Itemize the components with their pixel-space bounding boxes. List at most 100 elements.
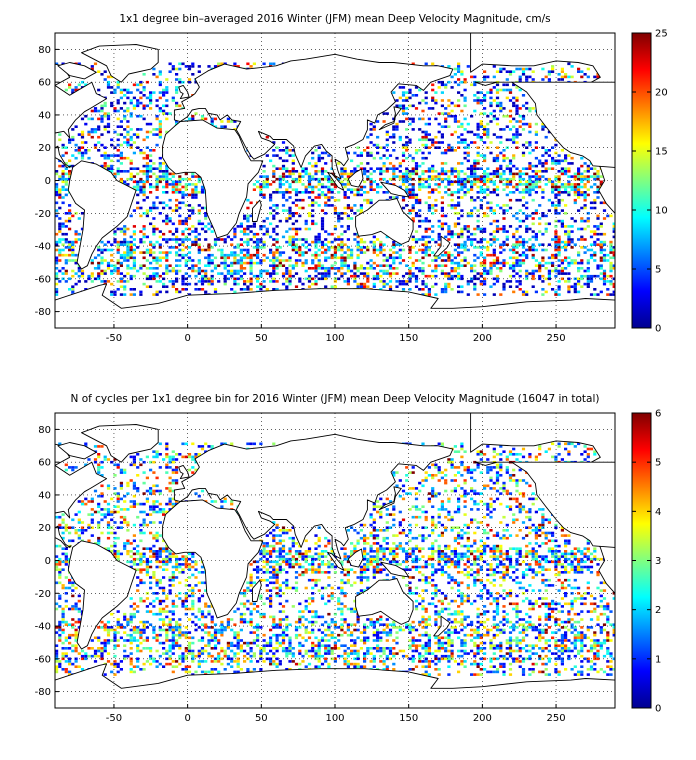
bin-cell bbox=[515, 500, 519, 503]
bin-cell bbox=[457, 204, 461, 207]
bin-cell bbox=[204, 442, 208, 446]
bin-cell bbox=[421, 248, 425, 252]
bin-cell bbox=[298, 253, 302, 257]
bin-cell bbox=[314, 172, 318, 176]
bin-cell bbox=[586, 277, 590, 281]
bin-cell bbox=[424, 251, 428, 254]
bin-cell bbox=[518, 253, 522, 257]
bin-cell bbox=[492, 259, 496, 262]
bin-cell bbox=[158, 466, 162, 469]
bin-cell bbox=[457, 243, 461, 246]
bin-cell bbox=[444, 214, 448, 218]
bin-cell bbox=[431, 238, 435, 241]
bin-cell bbox=[431, 175, 435, 178]
bin-cell bbox=[473, 177, 477, 181]
bin-cell bbox=[376, 277, 380, 281]
bin-cell bbox=[388, 285, 393, 288]
bin-cell bbox=[272, 267, 276, 270]
bin-cell bbox=[142, 251, 146, 254]
bin-cell bbox=[372, 243, 376, 246]
bin-cell bbox=[139, 523, 143, 527]
bin-cell bbox=[466, 191, 470, 194]
bin-cell bbox=[551, 156, 555, 160]
bin-cell bbox=[337, 248, 341, 252]
bin-cell bbox=[139, 531, 143, 535]
bin-cell bbox=[492, 500, 496, 503]
bin-cell bbox=[411, 246, 415, 249]
bin-cell bbox=[281, 531, 286, 535]
bin-cell bbox=[564, 447, 568, 451]
bin-cell bbox=[126, 521, 130, 524]
bin-cell bbox=[272, 214, 276, 218]
bin-cell bbox=[473, 277, 477, 281]
bin-cell bbox=[197, 209, 201, 212]
bin-cell bbox=[359, 246, 363, 249]
bin-cell bbox=[314, 534, 318, 537]
bin-cell bbox=[444, 481, 448, 485]
bin-cell bbox=[220, 238, 224, 241]
bin-cell bbox=[145, 122, 149, 126]
bin-cell bbox=[155, 505, 159, 508]
bin-cell bbox=[450, 170, 454, 173]
bin-cell bbox=[106, 122, 111, 126]
bin-cell bbox=[165, 130, 169, 134]
bin-cell bbox=[61, 232, 65, 236]
bin-cell bbox=[544, 149, 548, 152]
bin-cell bbox=[479, 99, 483, 102]
bin-cell bbox=[457, 505, 461, 508]
bin-cell bbox=[447, 285, 451, 288]
bin-cell bbox=[311, 198, 315, 202]
bin-cell bbox=[58, 280, 62, 283]
bin-cell bbox=[512, 518, 516, 522]
bin-cell bbox=[126, 259, 130, 262]
bin-cell bbox=[505, 492, 509, 495]
bin-cell bbox=[567, 272, 571, 275]
bin-cell bbox=[411, 167, 415, 170]
bin-cell bbox=[152, 167, 156, 170]
bin-cell bbox=[567, 235, 571, 239]
bin-cell bbox=[560, 172, 564, 176]
bin-cell bbox=[346, 180, 350, 184]
bin-cell bbox=[119, 487, 123, 490]
bin-cell bbox=[333, 206, 337, 210]
bin-cell bbox=[204, 256, 208, 260]
bin-cell bbox=[606, 293, 610, 296]
bin-cell bbox=[194, 183, 198, 186]
bin-cell bbox=[87, 500, 91, 503]
bin-cell bbox=[294, 212, 299, 215]
bin-cell bbox=[557, 246, 561, 249]
bin-cell bbox=[502, 159, 506, 163]
bin-cell bbox=[492, 86, 496, 89]
bin-cell bbox=[132, 523, 136, 527]
bin-cell bbox=[395, 128, 399, 131]
bin-cell bbox=[486, 133, 490, 136]
bin-cell bbox=[168, 280, 172, 283]
bin-cell bbox=[593, 225, 597, 228]
bin-cell bbox=[294, 232, 299, 236]
bin-cell bbox=[521, 70, 526, 73]
bin-cell bbox=[233, 253, 237, 257]
bin-cell bbox=[294, 259, 299, 262]
bin-cell bbox=[171, 497, 175, 501]
bin-cell bbox=[359, 151, 363, 155]
bin-cell bbox=[324, 185, 328, 189]
bin-cell bbox=[463, 466, 467, 469]
bin-cell bbox=[515, 104, 519, 108]
bin-cell bbox=[204, 230, 208, 233]
bin-cell bbox=[132, 261, 136, 265]
bin-cell bbox=[181, 232, 185, 236]
bin-cell bbox=[106, 167, 111, 170]
bin-cell bbox=[564, 170, 568, 173]
bin-cell bbox=[298, 180, 302, 184]
bin-cell bbox=[123, 280, 127, 283]
bin-cell bbox=[599, 180, 603, 184]
bin-cell bbox=[505, 114, 509, 118]
bin-cell bbox=[175, 479, 179, 482]
bin-cell bbox=[132, 500, 136, 503]
bin-cell bbox=[178, 177, 182, 181]
bin-cell bbox=[87, 458, 91, 461]
bin-cell bbox=[113, 487, 117, 490]
bin-cell bbox=[460, 138, 464, 142]
bin-cell bbox=[495, 156, 500, 160]
bin-cell bbox=[460, 94, 464, 97]
